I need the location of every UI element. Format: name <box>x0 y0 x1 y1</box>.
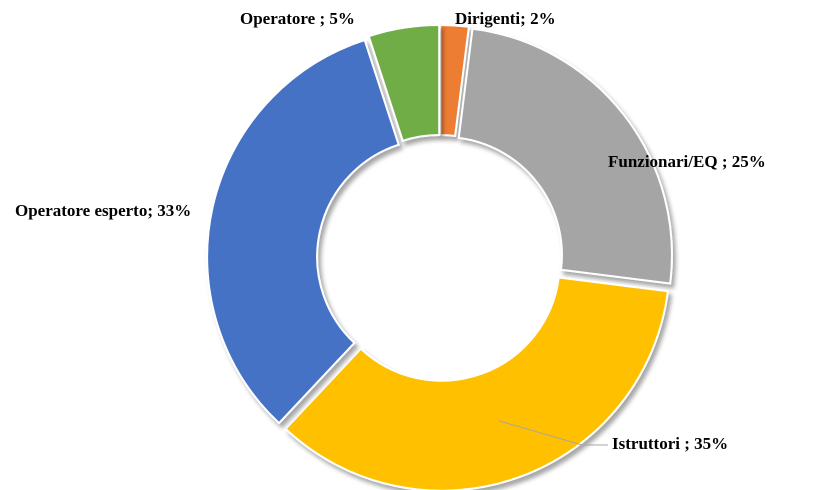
slice-group <box>457 27 673 285</box>
label-value: 35% <box>694 434 728 453</box>
label-category: Dirigenti <box>455 9 520 28</box>
data-label: Istruttori ; 35% <box>612 434 728 453</box>
label-separator: ; <box>680 434 694 453</box>
slice <box>367 24 441 143</box>
label-category: Operatore esperto <box>15 201 147 220</box>
data-label: Operatore ; 5% <box>240 9 355 28</box>
slice <box>457 27 673 285</box>
slice-group <box>284 276 670 490</box>
slice <box>206 38 400 425</box>
label-separator: ; <box>718 152 732 171</box>
slice-group <box>439 24 471 138</box>
label-category: Funzionari/EQ <box>608 152 718 171</box>
slice-group <box>367 24 441 143</box>
data-label: Funzionari/EQ ; 25% <box>608 152 766 171</box>
data-label: Dirigenti; 2% <box>455 9 556 28</box>
label-value: 5% <box>329 9 355 28</box>
label-separator: ; <box>315 9 329 28</box>
label-value: 2% <box>530 9 556 28</box>
label-value: 25% <box>732 152 766 171</box>
leader-line <box>498 420 608 446</box>
label-separator: ; <box>147 201 157 220</box>
slices <box>206 24 673 490</box>
label-separator: ; <box>520 9 530 28</box>
slice <box>439 24 471 138</box>
label-category: Istruttori <box>612 434 680 453</box>
slice-group <box>206 38 400 425</box>
data-label: Operatore esperto; 33% <box>15 201 191 220</box>
labels: Dirigenti; 2% Funzionari/EQ ; 25% Istrutto… <box>15 9 766 453</box>
label-category: Operatore <box>240 9 316 28</box>
slice <box>284 276 670 490</box>
label-value: 33% <box>157 201 191 220</box>
